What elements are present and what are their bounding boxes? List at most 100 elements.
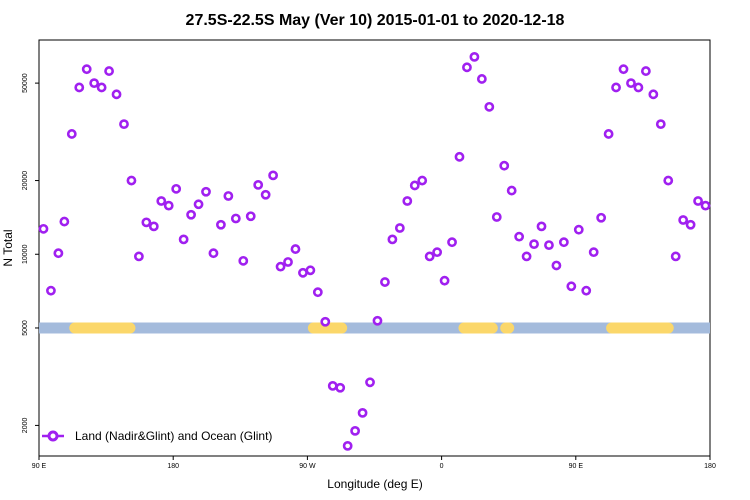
x-tick-label-2: 90 W (299, 463, 316, 470)
data-point (536, 221, 547, 232)
data-point (260, 189, 271, 200)
data-point (208, 248, 219, 259)
data-point (372, 315, 383, 326)
data-point (663, 175, 674, 186)
data-point (327, 380, 338, 391)
data-point (320, 316, 331, 327)
data-point (104, 66, 114, 76)
data-point (111, 89, 122, 100)
legend: Land (Nadir&Glint) and Ocean (Glint) (42, 429, 272, 443)
data-point (380, 277, 390, 287)
chart-title: 27.5S-22.5S May (Ver 10) 2015-01-01 to 2… (186, 12, 565, 29)
y-axis: 2000 5000 10000 20000 50000 (22, 73, 39, 433)
y-tick-label-1: 5000 (22, 320, 29, 336)
x-tick-label-4: 90 E (569, 463, 584, 470)
data-point (96, 82, 107, 93)
data-point (462, 62, 472, 73)
y-tick-label-3: 20000 (22, 171, 29, 191)
x-tick-label-1: 180 (167, 463, 179, 470)
data-point (514, 231, 525, 242)
data-point (59, 216, 70, 227)
data-point (312, 287, 323, 298)
data-point (447, 237, 457, 248)
data-points (38, 51, 711, 451)
data-point (268, 170, 279, 181)
data-point (305, 265, 316, 276)
data-point (290, 244, 301, 254)
data-point (693, 196, 703, 206)
data-point (275, 261, 286, 272)
data-point (648, 89, 659, 100)
data-point (230, 213, 241, 224)
data-point (432, 247, 443, 258)
x-tick-label-5: 180 (704, 463, 716, 470)
data-point (603, 129, 614, 139)
data-point (544, 240, 554, 250)
data-point (558, 237, 569, 248)
data-point (178, 234, 189, 245)
y-tick-label-0: 2000 (22, 418, 29, 434)
data-point (469, 51, 480, 62)
data-point (53, 248, 64, 259)
data-point (529, 239, 539, 250)
data-point (700, 200, 711, 211)
data-point (588, 247, 599, 258)
data-point (89, 78, 100, 89)
data-point (141, 217, 152, 228)
data-point (38, 223, 49, 234)
data-point (573, 224, 584, 235)
data-point (365, 377, 375, 388)
x-axis-label: Longitude (deg E) (327, 477, 422, 491)
x-tick-label-3: 0 (440, 463, 444, 470)
data-point (655, 119, 666, 130)
data-point (238, 255, 249, 266)
legend-label: Land (Nadir&Glint) and Ocean (Glint) (75, 429, 272, 443)
data-point (350, 425, 361, 436)
data-point (335, 382, 346, 393)
data-point (81, 64, 92, 75)
data-point (134, 251, 144, 262)
data-point (417, 175, 428, 186)
data-point (670, 251, 681, 262)
data-point (163, 200, 174, 211)
data-point (521, 251, 532, 262)
data-point (156, 196, 167, 206)
data-point (66, 129, 77, 139)
plot-frame (38, 39, 711, 457)
data-point (342, 440, 353, 451)
data-point (394, 223, 405, 233)
data-point (409, 180, 420, 191)
data-point (640, 66, 651, 76)
x-tick-label-0: 90 E (32, 463, 47, 470)
data-point (626, 78, 636, 89)
data-point (357, 407, 368, 418)
data-point (499, 160, 510, 171)
data-point (402, 196, 413, 206)
data-point (596, 212, 607, 223)
data-point (633, 82, 644, 93)
data-point (216, 219, 226, 230)
data-point (484, 101, 495, 112)
data-point (245, 211, 256, 222)
data-point (581, 285, 592, 296)
data-point (171, 183, 182, 194)
data-point (186, 209, 196, 220)
data-point (387, 234, 398, 245)
data-point (678, 215, 689, 225)
data-point (491, 212, 502, 222)
data-point (454, 151, 465, 162)
data-point (551, 260, 562, 271)
data-point (119, 119, 129, 130)
data-point (298, 267, 308, 278)
data-point (506, 185, 517, 196)
y-tick-label-2: 10000 (22, 244, 29, 264)
data-point (283, 257, 293, 267)
data-point (476, 74, 487, 84)
data-point (424, 251, 435, 262)
y-axis-label: N Total (1, 229, 15, 266)
x-axis: 90 E 180 90 W 0 90 E 180 (32, 456, 716, 470)
data-point (74, 82, 85, 93)
data-point (148, 221, 159, 232)
data-point (685, 219, 696, 230)
